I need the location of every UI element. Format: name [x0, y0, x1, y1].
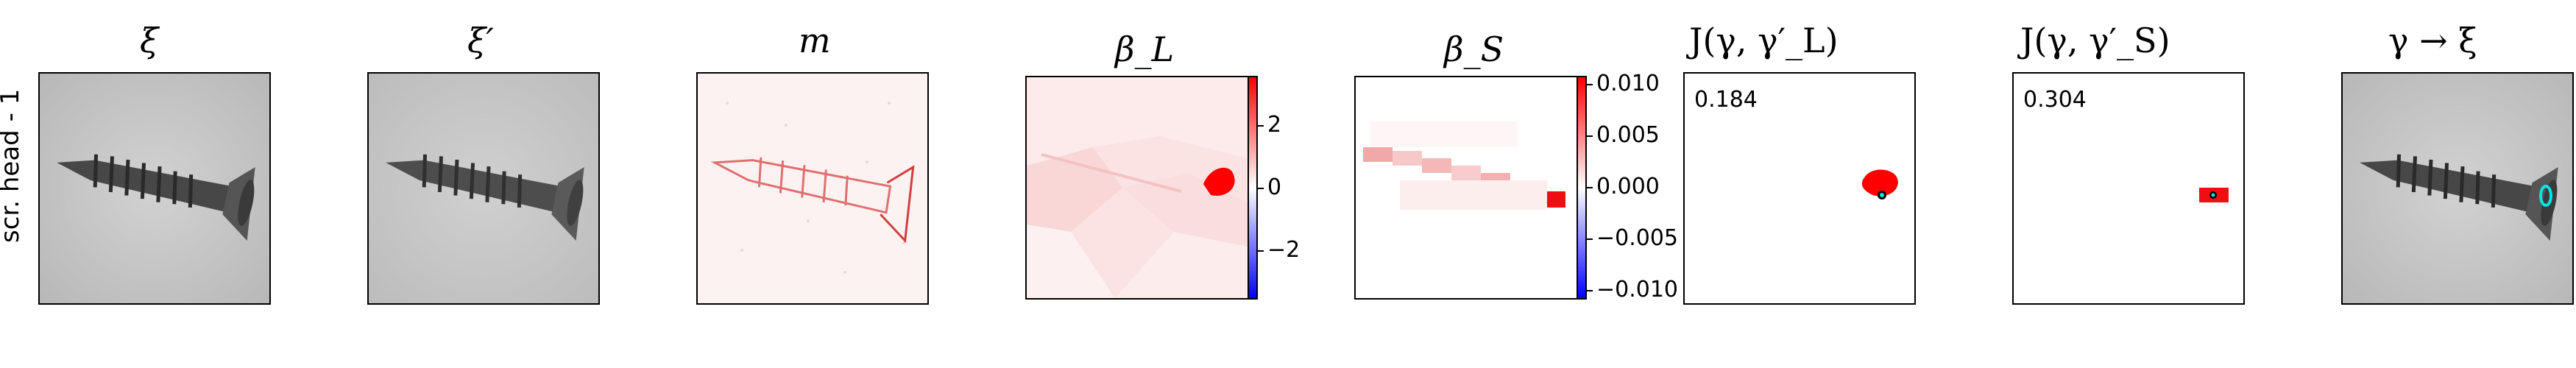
- title-gamma-to-xi: γ → ξ: [2388, 21, 2477, 60]
- tickmark: [1587, 135, 1593, 137]
- tickmark: [1587, 290, 1593, 291]
- title-xi: ξ: [140, 21, 159, 60]
- tickmark: [1258, 250, 1264, 252]
- title-xi-prime: ξ′: [467, 21, 494, 60]
- panel-beta-l: [1025, 76, 1249, 300]
- panel-mask: [696, 72, 929, 305]
- cbar-s-tick-4: −0.005: [1596, 225, 1679, 251]
- tickmark: [1587, 84, 1593, 85]
- cbar-l-tick-mid: 0: [1267, 174, 1282, 200]
- tickmark: [1258, 125, 1264, 127]
- tickmark: [1258, 188, 1264, 189]
- title-j-gamma-s: J(γ, γ′_S): [2020, 21, 2170, 60]
- panel-original-image: [38, 72, 271, 305]
- score-j-gamma-l: 0.184: [1694, 87, 1758, 113]
- colorbar-beta-s: [1577, 76, 1587, 300]
- panel-j-gamma-s: [2012, 72, 2245, 305]
- cbar-l-tick-bottom: −2: [1267, 237, 1301, 263]
- beta-l-map: [1027, 77, 1248, 298]
- j-gamma-l-map: [1685, 74, 1914, 303]
- title-beta-l: β_L: [1115, 29, 1175, 69]
- score-j-gamma-s: 0.304: [2023, 87, 2087, 113]
- panel-beta-s: [1354, 76, 1578, 300]
- beta-s-map: [1356, 77, 1577, 298]
- screw-image-reconstructed: [369, 74, 598, 303]
- cbar-s-tick-2: 0.005: [1596, 122, 1660, 148]
- cbar-l-tick-top: 2: [1267, 112, 1282, 138]
- colorbar-beta-l: [1248, 76, 1258, 300]
- title-m: m: [799, 21, 831, 60]
- panel-j-gamma-l: [1683, 72, 1916, 305]
- panel-gamma-to-xi: [2341, 72, 2574, 305]
- row-label: scr. head - 1: [0, 89, 25, 243]
- title-j-gamma-l: J(γ, γ′_L): [1689, 21, 1839, 60]
- cbar-s-tick-3: 0.000: [1596, 174, 1660, 199]
- j-gamma-s-map: [2014, 74, 2243, 303]
- screw-image: [40, 74, 269, 303]
- screw-image-overlay: [2343, 74, 2572, 303]
- cbar-s-tick-5: −0.010: [1596, 277, 1679, 302]
- title-beta-s: β_S: [1444, 29, 1504, 69]
- panel-reconstructed-image: [367, 72, 600, 305]
- tickmark: [1587, 187, 1593, 188]
- mask-map: [698, 74, 927, 303]
- cbar-s-tick-1: 0.010: [1596, 71, 1660, 96]
- tickmark: [1587, 238, 1593, 240]
